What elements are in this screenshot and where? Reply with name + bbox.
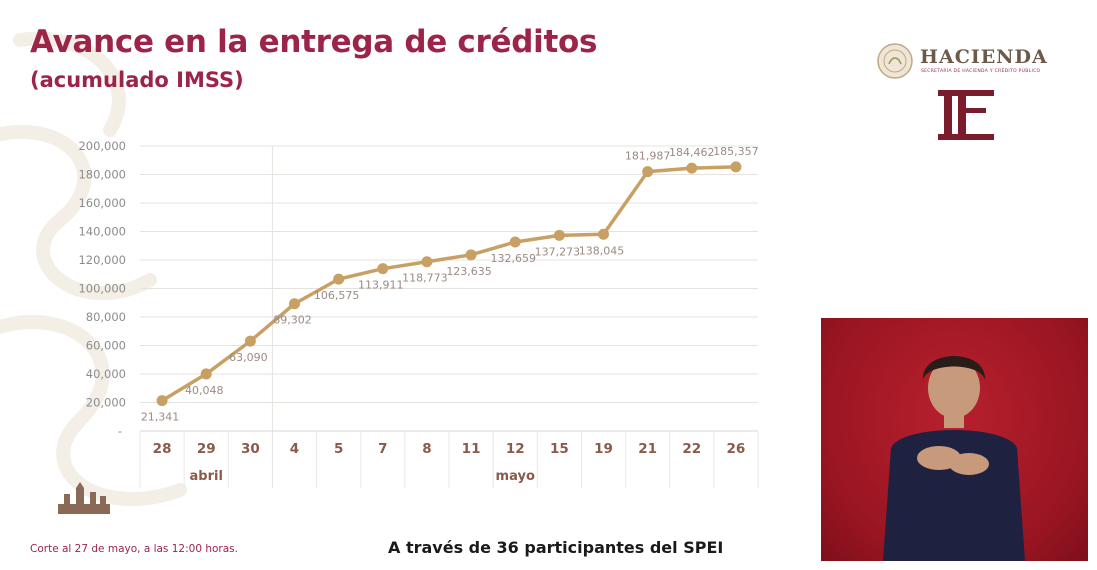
x-tick-label: 21 (638, 441, 657, 457)
data-label: 106,575 (314, 289, 360, 302)
data-point (156, 395, 168, 407)
y-tick-label: 180,000 (78, 168, 126, 182)
data-point (642, 166, 654, 178)
y-tick-label: 140,000 (78, 225, 126, 239)
seal-icon (877, 43, 913, 79)
data-label: 181,987 (625, 150, 671, 163)
y-tick-label: 80,000 (86, 310, 126, 324)
data-label: 132,659 (490, 252, 536, 265)
x-tick-label: 7 (378, 441, 387, 457)
hacienda-logo-subtext: SECRETARÍA DE HACIENDA Y CRÉDITO PÚBLICO (921, 69, 1041, 74)
data-point (377, 263, 389, 275)
y-tick-label: 120,000 (78, 253, 126, 267)
data-point (421, 256, 433, 268)
data-point (244, 335, 256, 347)
y-tick-label: 20,000 (86, 396, 126, 410)
y-tick-label-zero: - (118, 424, 122, 438)
data-label: 138,045 (579, 244, 625, 257)
data-point (730, 161, 742, 173)
series-line (161, 165, 736, 403)
x-tick-label: 19 (594, 441, 613, 457)
data-label: 89,302 (273, 314, 312, 327)
x-tick-label: 22 (682, 441, 701, 457)
y-tick-label: 40,000 (86, 367, 126, 381)
data-label: 123,635 (446, 265, 492, 278)
month-group-label: abril (190, 469, 223, 484)
x-tick-label: 29 (197, 441, 216, 457)
x-tick-label: 11 (462, 441, 481, 457)
data-point (200, 368, 212, 380)
line-chart: 20,000 40,000 60,000 80,000 100,000 120,000 14… (78, 139, 759, 488)
x-tick-label: 30 (241, 441, 260, 457)
data-point (553, 229, 565, 241)
data-label: 184,462 (669, 146, 715, 159)
footer-note: Corte al 27 de mayo, a las 12:00 horas. (30, 543, 238, 555)
y-tick-label: 200,000 (78, 139, 126, 153)
data-point (598, 228, 609, 240)
sign-language-interpreter-video (821, 318, 1088, 561)
data-label: 63,090 (229, 351, 268, 364)
page-title: Avance en la entrega de créditos (30, 24, 598, 60)
data-label: 185,357 (713, 145, 759, 158)
data-label: 137,273 (535, 245, 581, 258)
data-label: 113,911 (358, 279, 404, 292)
footer-main-text: A través de 36 participantes del SPEI (388, 538, 724, 557)
month-group-label: mayo (496, 469, 535, 484)
x-tick-label: 26 (727, 441, 746, 457)
monument-icon (58, 482, 110, 514)
data-point (465, 249, 477, 261)
interpreter-figure (883, 356, 1025, 561)
data-label: 40,048 (185, 384, 224, 397)
x-tick-label: 15 (550, 441, 569, 457)
data-point (686, 162, 698, 174)
background-pattern (0, 31, 187, 506)
y-tick-label: 160,000 (78, 196, 126, 210)
data-point (509, 236, 521, 248)
x-tick-label: 28 (153, 441, 172, 457)
x-tick-label: 12 (506, 441, 525, 457)
data-label: 21,341 (141, 411, 180, 424)
y-tick-label: 60,000 (86, 339, 126, 353)
page-subtitle: (acumulado IMSS) (30, 68, 244, 92)
x-tick-label: 5 (334, 441, 343, 457)
tf-logo-icon (938, 90, 994, 140)
y-tick-label: 100,000 (78, 282, 126, 296)
x-tick-label: 4 (290, 441, 299, 457)
data-point (333, 273, 345, 285)
data-label: 118,773 (402, 272, 448, 285)
logos: HACIENDA SECRETARÍA DE HACIENDA Y CRÉDIT… (876, 42, 1066, 152)
data-point (289, 298, 300, 310)
x-tick-label: 8 (422, 441, 431, 457)
hacienda-logo-text: HACIENDA (920, 46, 1048, 68)
